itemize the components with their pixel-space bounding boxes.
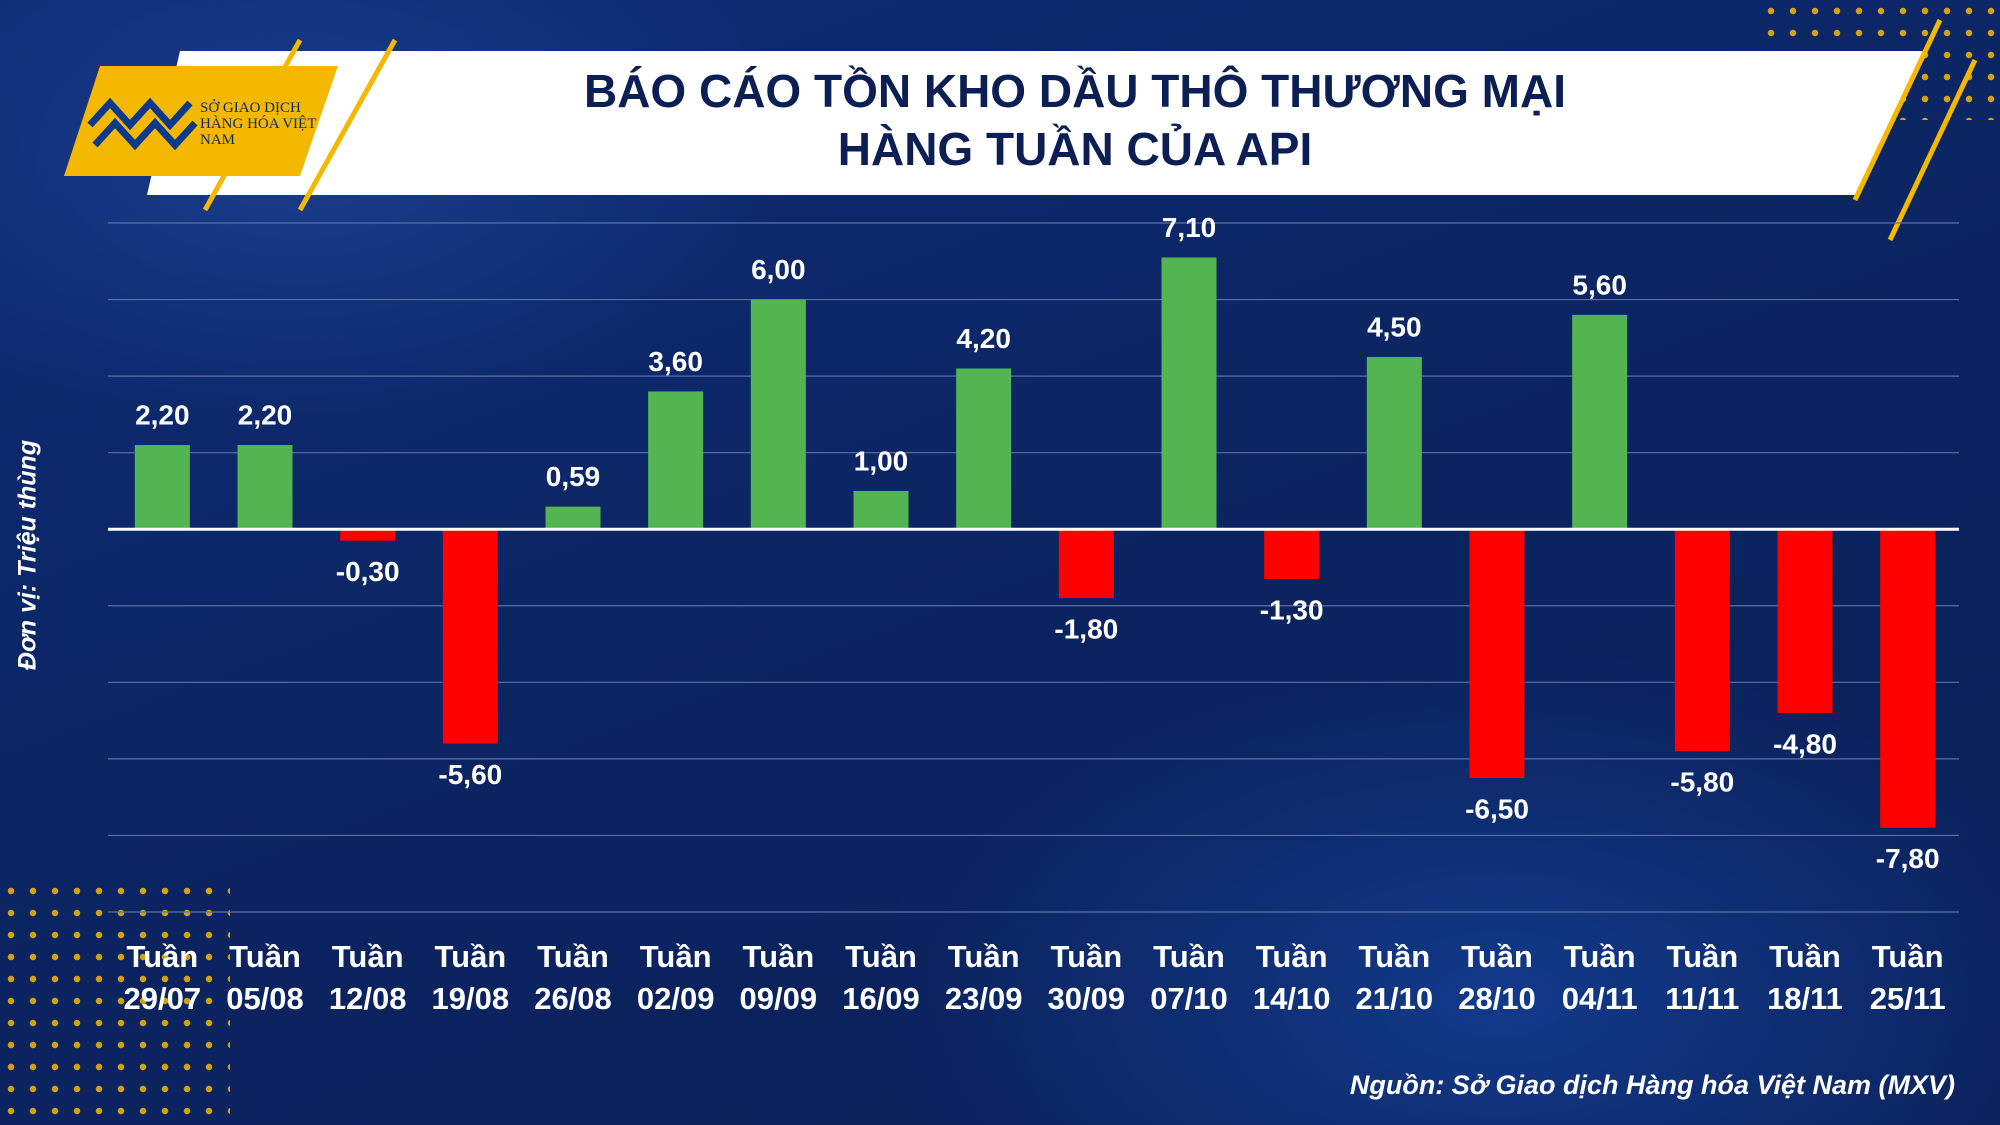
x-tick-label: Tuần 26/08 <box>534 939 612 1016</box>
bar <box>1366 356 1422 530</box>
chart-title: BÁO CÁO TỒN KHO DẦU THÔ THƯƠNG MẠI HÀNG … <box>583 65 1566 175</box>
x-tick-label: Tuần 07/10 <box>1150 939 1228 1016</box>
x-tick-label: Tuần 09/09 <box>739 939 818 1016</box>
x-tick-label: Tuần 21/10 <box>1355 939 1434 1016</box>
value-label: 4,50 <box>1367 311 1422 342</box>
value-label: 5,60 <box>1572 269 1627 300</box>
x-tick-label: Tuần 16/09 <box>842 939 920 1016</box>
bar <box>1674 529 1730 752</box>
x-tick-label: Tuần 23/09 <box>944 939 1023 1016</box>
y-axis-label: Đơn vị: Triệu thùng <box>13 439 42 671</box>
decor-line <box>1852 18 1943 202</box>
decor-line <box>297 38 398 212</box>
x-tick-label: Tuần 05/08 <box>226 939 304 1016</box>
bar <box>237 445 293 530</box>
value-label: -4,80 <box>1773 728 1837 759</box>
decor-line <box>202 38 303 212</box>
value-label: 1,00 <box>854 445 909 476</box>
logo-text: SỞ GIAO DỊCH HÀNG HÓA VIỆT NAM <box>200 100 317 148</box>
bar <box>1161 257 1217 530</box>
x-tick-label: Tuần 14/10 <box>1252 939 1331 1016</box>
value-label: 3,60 <box>648 346 703 377</box>
decor-dots <box>0 880 230 1125</box>
bar <box>545 506 601 530</box>
bar <box>442 529 498 744</box>
bar <box>750 299 806 530</box>
bar <box>956 368 1012 530</box>
x-tick-label: Tuần 04/11 <box>1561 939 1638 1016</box>
value-label: 2,20 <box>238 399 293 430</box>
bar <box>1058 529 1114 599</box>
bar <box>648 391 704 530</box>
bar <box>1777 529 1833 713</box>
decor-line <box>1887 58 1978 242</box>
value-label: 7,10 <box>1162 212 1217 243</box>
value-label: 6,00 <box>751 254 806 285</box>
value-label: 0,59 <box>546 461 601 492</box>
value-label: -6,50 <box>1465 793 1529 824</box>
source-note: Nguồn: Sở Giao dịch Hàng hóa Việt Nam (M… <box>1349 1070 1955 1100</box>
title-banner <box>147 51 1926 195</box>
bar <box>1469 529 1525 779</box>
bar <box>1572 314 1628 530</box>
x-tick-label: Tuần 19/08 <box>431 939 510 1016</box>
x-tick-label: Tuần 28/10 <box>1458 939 1536 1016</box>
logo-mark <box>87 97 198 151</box>
bar <box>853 490 909 530</box>
value-label: 2,20 <box>135 399 190 430</box>
bar <box>134 445 190 530</box>
value-label: -0,30 <box>336 556 400 587</box>
value-label: 4,20 <box>956 323 1011 354</box>
x-tick-label: Tuần 25/11 <box>1869 939 1946 1016</box>
value-label: -1,30 <box>1260 594 1324 625</box>
x-tick-label: Tuần 29/07 <box>123 939 202 1016</box>
bar <box>340 529 396 541</box>
value-label: -5,80 <box>1670 767 1734 798</box>
bar <box>1264 529 1320 579</box>
x-tick-label: Tuần 12/08 <box>328 939 407 1016</box>
x-tick-label: Tuần 30/09 <box>1047 939 1126 1016</box>
value-label: -7,80 <box>1876 843 1940 874</box>
x-tick-label: Tuần 18/11 <box>1767 939 1843 1016</box>
x-tick-label: Tuần 02/09 <box>636 939 715 1016</box>
bar <box>1880 529 1936 828</box>
x-tick-label: Tuần 11/11 <box>1665 939 1740 1016</box>
value-label: -1,80 <box>1054 614 1118 645</box>
value-label: -5,60 <box>438 759 502 790</box>
